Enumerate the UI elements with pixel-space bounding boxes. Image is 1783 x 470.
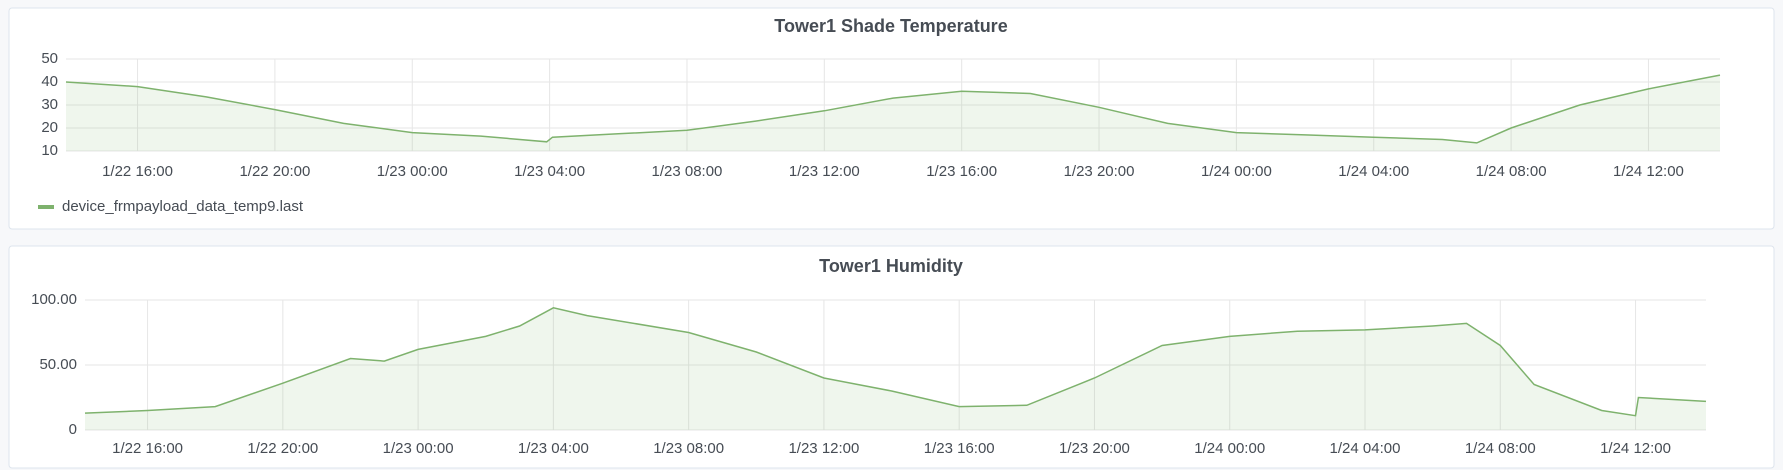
x-tick-label: 1/23 00:00 xyxy=(377,163,448,180)
x-tick-label: 1/23 04:00 xyxy=(514,163,585,180)
x-tick-label: 1/22 20:00 xyxy=(247,440,318,457)
legend-swatch xyxy=(38,205,54,209)
panel xyxy=(8,245,1775,469)
panel-title: Tower1 Humidity xyxy=(819,256,963,276)
y-tick-label: 50 xyxy=(41,50,58,67)
x-tick-label: 1/24 08:00 xyxy=(1465,440,1536,457)
x-tick-label: 1/23 04:00 xyxy=(518,440,589,457)
panel xyxy=(8,7,1775,230)
x-tick-label: 1/23 12:00 xyxy=(788,440,859,457)
y-tick-label: 10 xyxy=(41,142,58,159)
x-tick-label: 1/23 20:00 xyxy=(1064,163,1135,180)
y-tick-label: 50.00 xyxy=(39,356,77,373)
x-tick-label: 1/23 08:00 xyxy=(652,163,723,180)
panel-title: Tower1 Shade Temperature xyxy=(774,16,1007,36)
x-tick-label: 1/22 20:00 xyxy=(239,163,310,180)
x-tick-label: 1/24 04:00 xyxy=(1330,440,1401,457)
x-tick-label: 1/23 16:00 xyxy=(926,163,997,180)
x-tick-label: 1/24 12:00 xyxy=(1613,163,1684,180)
x-tick-label: 1/23 08:00 xyxy=(653,440,724,457)
legend-label: device_frmpayload_data_temp9.last xyxy=(62,198,304,215)
x-tick-label: 1/23 00:00 xyxy=(383,440,454,457)
y-tick-label: 100.00 xyxy=(31,291,77,308)
x-tick-label: 1/24 08:00 xyxy=(1476,163,1547,180)
series-line xyxy=(65,74,1721,144)
x-tick-label: 1/23 20:00 xyxy=(1059,440,1130,457)
x-tick-label: 1/24 12:00 xyxy=(1600,440,1671,457)
x-tick-label: 1/22 16:00 xyxy=(112,440,183,457)
y-tick-label: 30 xyxy=(41,96,58,113)
x-tick-label: 1/24 04:00 xyxy=(1338,163,1409,180)
x-tick-label: 1/24 00:00 xyxy=(1194,440,1265,457)
series-line xyxy=(84,307,1707,417)
x-tick-label: 1/23 12:00 xyxy=(789,163,860,180)
area-fill xyxy=(66,75,1720,151)
y-tick-label: 20 xyxy=(41,119,58,136)
x-tick-label: 1/22 16:00 xyxy=(102,163,173,180)
area-fill xyxy=(85,307,1706,430)
y-tick-label: 40 xyxy=(41,73,58,90)
y-tick-label: 0 xyxy=(69,421,77,438)
x-tick-label: 1/24 00:00 xyxy=(1201,163,1272,180)
x-tick-label: 1/23 16:00 xyxy=(924,440,995,457)
